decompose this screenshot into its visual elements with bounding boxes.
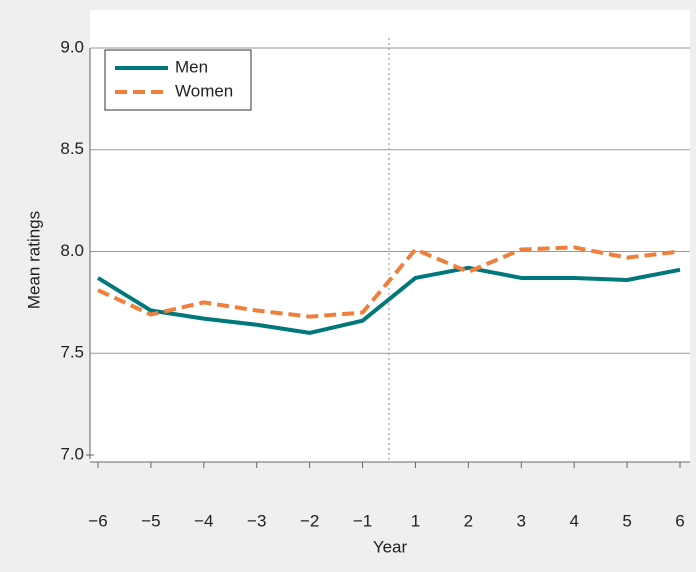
series-line (97, 245, 681, 319)
x-tick-label: 6 (675, 511, 684, 530)
y-tick-label: 7.5 (60, 343, 84, 362)
x-tick-label: 5 (622, 511, 631, 530)
x-tick-label: 2 (464, 511, 473, 530)
x-tick-label: −6 (88, 511, 107, 530)
y-tick-label: 7.0 (60, 444, 84, 463)
x-tick-label: −4 (194, 511, 213, 530)
legend-label: Men (175, 57, 208, 76)
x-tick-label: 4 (569, 511, 578, 530)
y-axis-label: Mean ratings (24, 211, 43, 309)
x-tick-label: −1 (353, 511, 372, 530)
x-axis-label: Year (373, 537, 408, 556)
y-tick-label: 9.0 (60, 37, 84, 56)
legend-label: Women (175, 81, 233, 100)
x-tick-label: 1 (411, 511, 420, 530)
x-tick-label: 3 (517, 511, 526, 530)
x-tick-label: −5 (141, 511, 160, 530)
y-tick-label: 8.0 (60, 241, 84, 260)
series-line (96, 265, 681, 335)
legend-box (104, 49, 252, 111)
y-tick-label: 8.5 (60, 139, 84, 158)
x-tick-label: −2 (300, 511, 319, 530)
x-tick-label: −3 (247, 511, 266, 530)
